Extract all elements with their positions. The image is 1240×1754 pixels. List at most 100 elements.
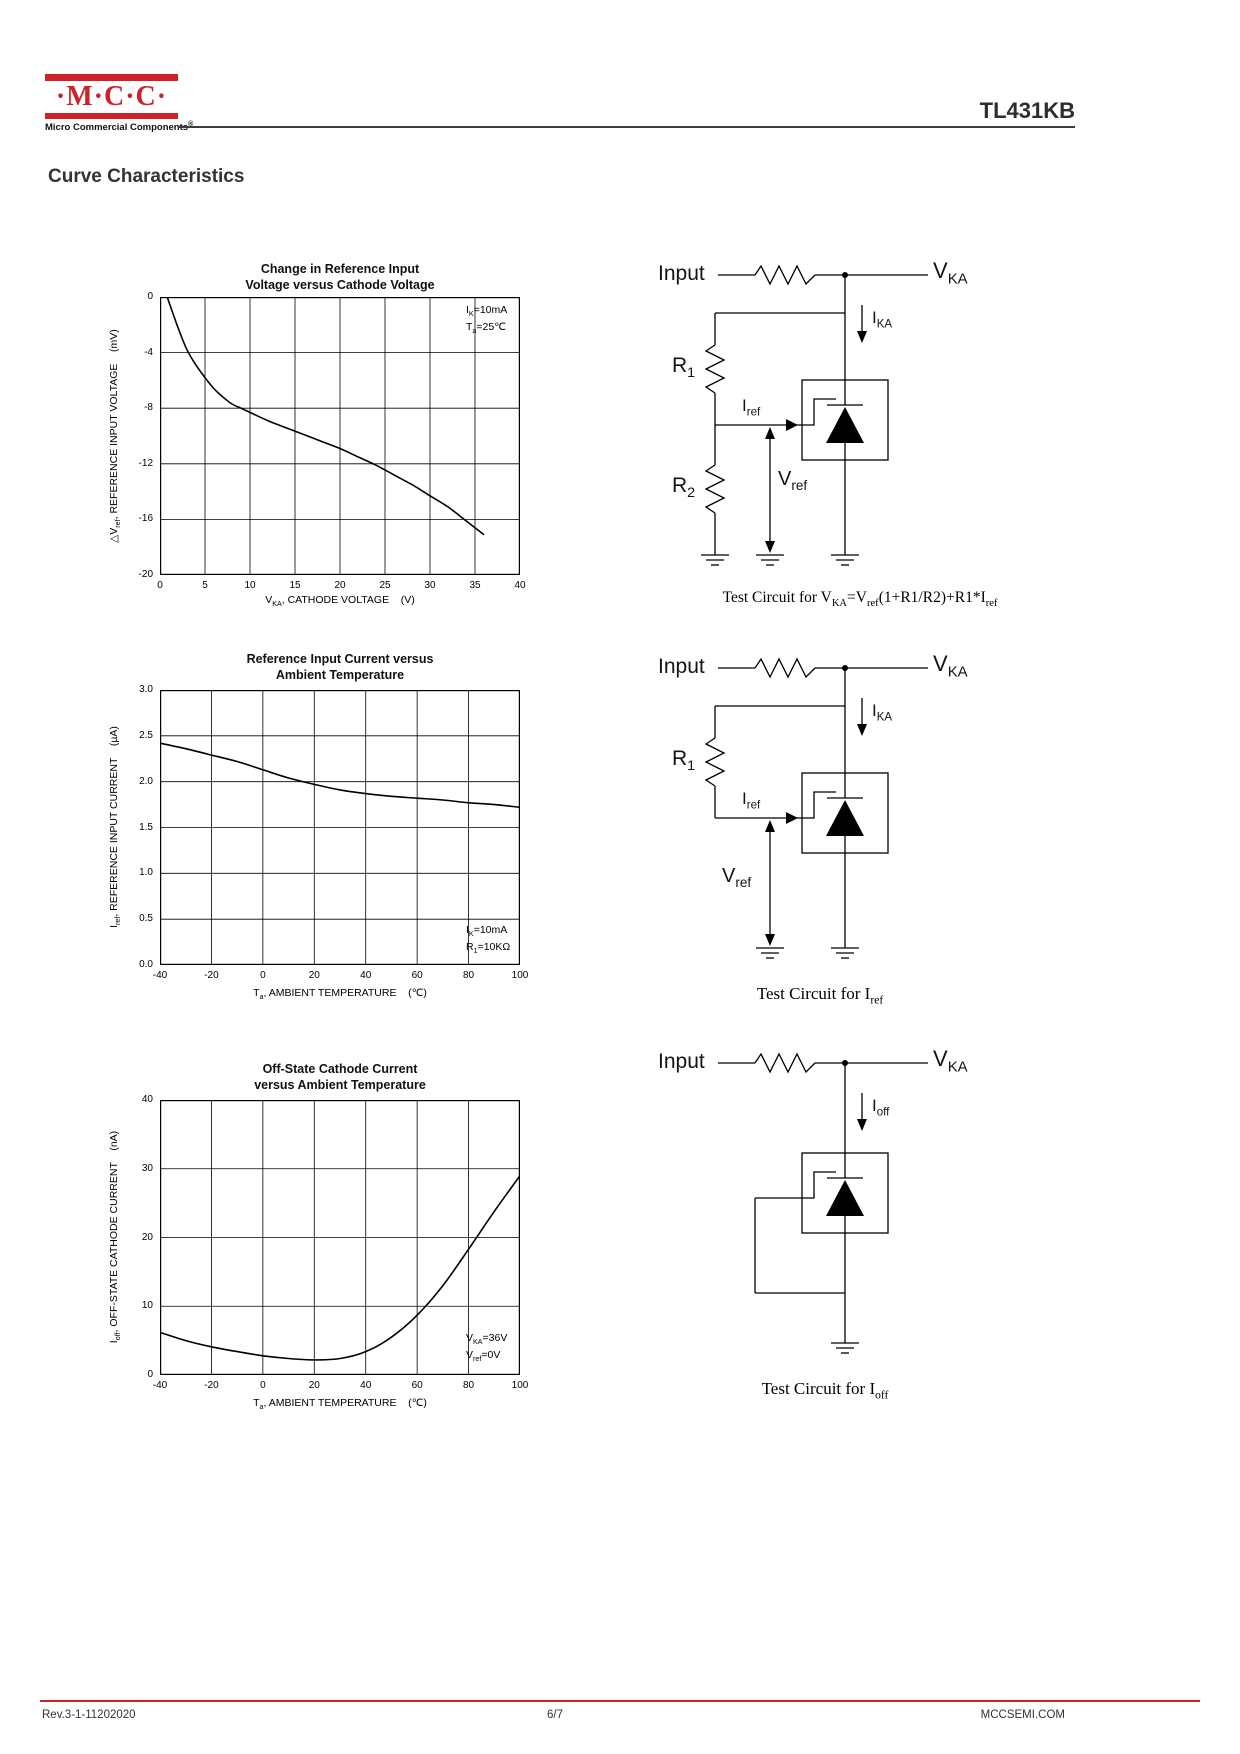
test-conditions: IK=10mA Ta=25℃ <box>466 302 507 336</box>
x-tick-label: 40 <box>514 580 526 591</box>
ioff-current-arrow <box>857 1093 867 1131</box>
resistor-r1 <box>704 737 726 787</box>
x-tick-label: 5 <box>202 580 208 591</box>
vka-label: VKA <box>933 1046 968 1076</box>
series-resistor <box>754 657 816 679</box>
chart-title-line1: Reference Input Current versus <box>246 652 434 666</box>
x-tick-label: 60 <box>411 970 423 981</box>
circuit-diagram <box>704 657 928 959</box>
plot-area: -40 -20 0 20 40 60 80 100 0.0 0.5 1.0 1.5 2.0 2.5 3.0 <box>139 684 528 981</box>
footer-revision: Rev.3-1-11202020 <box>42 1709 136 1721</box>
y-tick-label: 40 <box>141 1094 153 1105</box>
ref-wire <box>715 812 802 824</box>
iref-label: Iref <box>742 789 761 812</box>
x-tick-label: 20 <box>334 580 346 591</box>
x-tick-label: 60 <box>411 1380 423 1391</box>
x-tick-label: 20 <box>308 1380 320 1391</box>
y-tick-label: 10 <box>141 1300 153 1312</box>
condition-line: IK=10mA <box>466 304 508 319</box>
ioff-label: Ioff <box>872 1096 890 1119</box>
x-tick-label: -20 <box>204 970 219 981</box>
y-tick-label: -16 <box>138 513 153 525</box>
r1-label: R1 <box>672 747 696 775</box>
x-tick-label: 0 <box>260 970 266 981</box>
y-tick-label: 3.0 <box>139 684 153 695</box>
condition-line: IK=10mA <box>466 924 508 939</box>
ground-icon <box>831 1342 859 1354</box>
chart-title: Change in Reference Input Voltage versus… <box>160 261 520 293</box>
test-circuit-vka: Input VKA IKA R1 R2 Iref Vref Test Circu… <box>630 255 1130 623</box>
iref-label: Iref <box>742 396 761 419</box>
logo-wordmark: ·M·C·C· <box>55 81 168 112</box>
y-tick-label: 2.0 <box>139 775 153 787</box>
y-tick-label: 0 <box>147 291 153 302</box>
logo-bar-bottom <box>45 113 178 119</box>
input-label: Input <box>658 1050 705 1073</box>
iref-arrowhead <box>786 812 798 824</box>
tl431-symbol <box>801 379 889 461</box>
circuit-caption: Test Circuit for Iref <box>756 984 884 1007</box>
r2-label: R2 <box>672 474 696 502</box>
circuit-diagram <box>701 264 928 566</box>
series-resistor <box>754 264 816 286</box>
y-tick-label: 0 <box>147 1369 153 1380</box>
y-tick-label: -20 <box>138 569 153 580</box>
registered-mark: ® <box>188 121 194 128</box>
x-tick-label: 0 <box>260 1380 266 1391</box>
input-wire <box>718 657 928 679</box>
chart-title: Off-State Cathode Current versus Ambient… <box>160 1061 520 1093</box>
vka-label: VKA <box>933 258 968 288</box>
footer-page-number: 6/7 <box>547 1709 563 1721</box>
x-tick-label: 40 <box>360 1380 372 1391</box>
tl431-symbol <box>801 772 889 854</box>
x-tick-label: 80 <box>463 1380 475 1391</box>
x-tick-label: 100 <box>511 970 529 981</box>
input-wire <box>718 264 928 286</box>
y-tick-label: 20 <box>141 1231 153 1243</box>
series-resistor <box>754 1052 816 1074</box>
y-tick-label: 1.5 <box>139 821 153 833</box>
x-tick-label: 10 <box>244 580 256 591</box>
y-tick-label: -12 <box>138 457 153 469</box>
logo-bar-top <box>45 74 178 81</box>
y-tick-label: 1.0 <box>139 867 153 879</box>
x-tick-label: -20 <box>204 1380 219 1391</box>
condition-line: R1=10KΩ <box>466 941 511 956</box>
x-tick-label: 30 <box>424 580 436 591</box>
x-tick-label: 15 <box>289 580 301 591</box>
input-wire <box>718 1052 928 1074</box>
test-circuit-ioff: Input VKA Ioff Test Circuit for Ioff <box>630 1043 1130 1411</box>
x-tick-label: -40 <box>152 970 168 981</box>
x-tick-label: -40 <box>152 1380 168 1391</box>
ika-current-arrow <box>857 698 867 736</box>
r1-branch <box>704 705 845 818</box>
plot-canvas <box>160 1100 520 1375</box>
x-tick-label: 0 <box>157 580 163 591</box>
vka-label: VKA <box>933 651 968 681</box>
circuit-caption: Test Circuit for Ioff <box>761 1379 889 1402</box>
x-tick-label: 20 <box>308 970 320 981</box>
ground-icon <box>701 554 859 566</box>
footer-website: MCCSEMI.COM <box>980 1709 1065 1721</box>
logo-subtitle: Micro Commercial Components® <box>45 121 193 133</box>
chart-title: Reference Input Current versus Ambient T… <box>160 651 520 683</box>
circuit-diagram <box>718 1052 928 1354</box>
x-axis-label: VKA, CATHODE VOLTAGE (V) <box>265 594 415 609</box>
r1-label: R1 <box>672 354 696 382</box>
plot-area: -40 -20 0 20 40 60 80 100 0 10 20 30 40 <box>142 1094 528 1391</box>
y-tick-label: 0.5 <box>139 913 153 925</box>
ground-icon <box>756 947 859 959</box>
x-tick-label: 25 <box>379 580 391 591</box>
iref-arrowhead <box>786 419 798 431</box>
test-conditions: IK=10mA R1=10KΩ <box>466 922 510 956</box>
chart-title-line1: Change in Reference Input <box>260 262 420 276</box>
footer-rule <box>40 1700 1200 1702</box>
data-curve <box>166 297 485 536</box>
x-axis-label: Ta, AMBIENT TEMPERATURE (℃) <box>253 1397 427 1412</box>
x-tick-label: 35 <box>469 580 481 591</box>
chart-ref-current-vs-temperature: Reference Input Current versus Ambient T… <box>90 648 550 1016</box>
data-curve <box>160 1175 520 1361</box>
plot-area: 0 5 10 15 20 25 30 35 40 0 -4 -8 -12 -16 -20 <box>139 291 526 591</box>
x-tick-label: 100 <box>511 1380 529 1391</box>
chart-title-line2: Voltage versus Cathode Voltage <box>245 278 435 292</box>
